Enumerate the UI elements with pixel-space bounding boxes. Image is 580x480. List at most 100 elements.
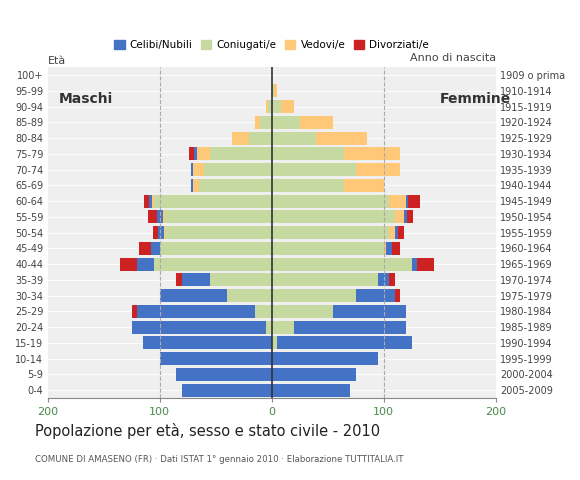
Bar [281,100,294,113]
Bar [150,195,152,207]
Bar [317,132,367,144]
Bar [386,242,392,255]
Bar [378,274,389,286]
Bar [271,305,333,318]
Text: Anno di nascita: Anno di nascita [409,53,496,63]
Bar [266,321,271,334]
Bar [271,258,412,271]
Bar [143,336,271,349]
Legend: Celibi/Nubili, Coniugati/e, Vedovi/e, Divorziati/e: Celibi/Nubili, Coniugati/e, Vedovi/e, Di… [110,36,433,54]
Bar [164,226,165,239]
Bar [271,179,345,192]
Bar [148,210,157,223]
Text: Femmine: Femmine [440,92,511,106]
Bar [204,163,271,176]
Text: Maschi: Maschi [59,92,113,106]
Bar [157,210,163,223]
Bar [389,195,406,207]
Bar [271,336,277,349]
Bar [152,195,154,207]
Bar [199,179,271,192]
Bar [389,274,395,286]
Bar [266,100,269,113]
Bar [271,163,356,176]
Bar [274,84,277,97]
Bar [271,352,378,365]
Bar [334,305,406,318]
Bar [158,226,164,239]
Bar [137,258,154,271]
Bar [193,179,199,192]
Bar [271,116,300,129]
Bar [132,305,137,318]
Bar [383,242,386,255]
Bar [392,242,400,255]
Text: Popolazione per età, sesso e stato civile - 2010: Popolazione per età, sesso e stato civil… [35,423,380,439]
Bar [151,242,160,255]
Bar [395,210,404,223]
Bar [389,226,395,239]
Bar [408,195,419,207]
Bar [271,368,356,381]
Bar [163,210,165,223]
Bar [271,84,274,97]
Bar [271,384,350,396]
Bar [271,321,294,334]
Bar [191,163,193,176]
Bar [188,147,194,160]
Bar [300,116,334,129]
Bar [395,226,398,239]
Bar [271,242,383,255]
Bar [255,305,271,318]
Bar [406,195,408,207]
Bar [260,116,271,129]
Bar [165,226,271,239]
Bar [182,384,271,396]
Bar [271,274,378,286]
Bar [277,336,412,349]
Bar [210,147,271,160]
Bar [255,116,260,129]
Bar [144,195,150,207]
Bar [153,226,158,239]
Bar [395,289,400,302]
Bar [412,258,417,271]
Bar [193,163,204,176]
Bar [233,132,249,144]
Bar [154,258,271,271]
Bar [407,210,413,223]
Bar [227,289,271,302]
Bar [271,226,389,239]
Bar [271,100,281,113]
Bar [160,352,271,365]
Bar [182,274,210,286]
Bar [176,274,182,286]
Bar [160,289,227,302]
Bar [345,147,400,160]
Bar [210,274,271,286]
Bar [132,321,266,334]
Bar [294,321,406,334]
Bar [398,226,404,239]
Bar [137,305,255,318]
Bar [271,195,389,207]
Bar [356,289,395,302]
Bar [271,210,395,223]
Bar [160,242,271,255]
Bar [165,210,271,223]
Bar [191,179,193,192]
Text: Età: Età [48,56,66,66]
Bar [176,368,271,381]
Bar [356,163,400,176]
Bar [194,147,197,160]
Bar [139,242,151,255]
Bar [271,132,317,144]
Text: COMUNE DI AMASENO (FR) · Dati ISTAT 1° gennaio 2010 · Elaborazione TUTTITALIA.IT: COMUNE DI AMASENO (FR) · Dati ISTAT 1° g… [35,455,403,464]
Bar [417,258,434,271]
Bar [249,132,271,144]
Bar [197,147,210,160]
Bar [345,179,383,192]
Bar [271,289,356,302]
Bar [271,147,345,160]
Bar [269,100,271,113]
